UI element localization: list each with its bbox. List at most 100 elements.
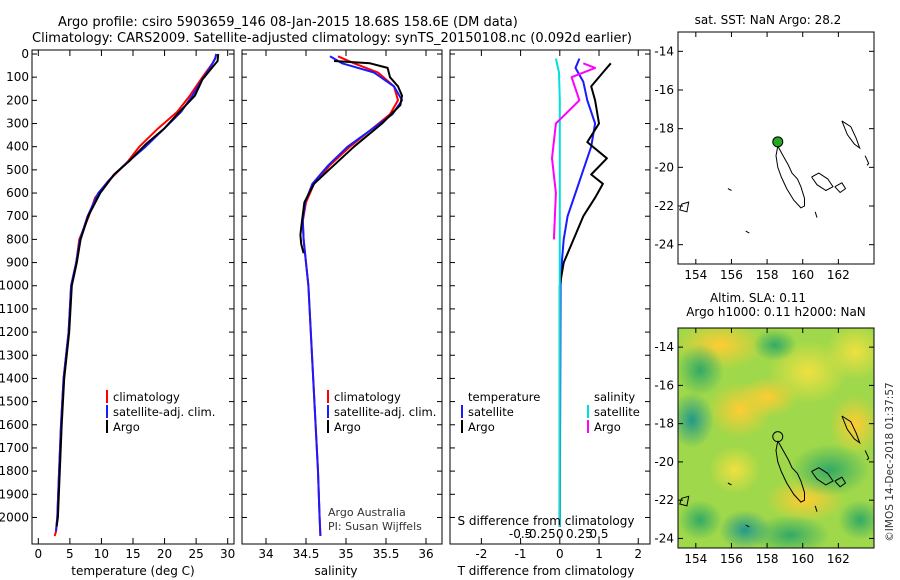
s-diff-tick-label: 0.25 <box>566 527 593 541</box>
y-tick-label: 1600 <box>0 418 29 432</box>
legend-t-satellite: satellite <box>468 405 514 419</box>
sla-map-ticks: 154 156 158 160 162 -14 -16 -18 -20 -22 -24 <box>654 328 874 566</box>
y-tick-label: 500 <box>6 163 29 177</box>
series-line-argo <box>299 60 403 254</box>
sst-map-frame <box>677 31 875 265</box>
argo-position-marker <box>772 136 784 148</box>
sst-map-title: sat. SST: NaN Argo: 28.2 <box>695 13 842 27</box>
y-tick-label: 1400 <box>0 371 29 385</box>
temperature-lines <box>53 53 220 537</box>
s-diff-tick-label: -0.25 <box>525 527 556 541</box>
temperature-axes-frame <box>31 49 235 545</box>
salinity-ticks: 34 34.5 35 35.5 36 <box>242 50 442 561</box>
coastline-segment <box>864 450 870 461</box>
y-tick-label: 800 <box>6 232 29 246</box>
difference-lines <box>551 58 612 527</box>
x-tick-label: 30 <box>220 547 235 561</box>
y-tick-label: 1500 <box>0 395 29 409</box>
attribution-line1: Argo Australia <box>328 506 406 519</box>
sst-map-panel: sat. SST: NaN Argo: 28.2 154 156 158 160 162… <box>654 13 875 282</box>
legend-argo: Argo <box>113 420 140 434</box>
coastline-segment <box>811 172 834 192</box>
sla-blob <box>738 377 798 417</box>
salinity-lines <box>299 55 403 537</box>
x-tick-label: 1 <box>595 547 603 561</box>
imos-credit: ©IMOS 14-Dec-2018 01:37:57 <box>884 382 896 541</box>
x-tick-label: 34.5 <box>293 547 320 561</box>
legend-salinity-head: salinity <box>594 390 635 404</box>
map-x-tick-label: 158 <box>756 552 779 566</box>
legend-t-argo: Argo <box>468 420 495 434</box>
y-tick-label: 600 <box>6 186 29 200</box>
y-tick-label: 0 <box>21 47 29 61</box>
y-tick-label: 2000 <box>0 510 29 524</box>
coastline-segment <box>864 155 870 166</box>
sla-map-frame <box>677 327 875 549</box>
temperature-ticks: 0 5 10 15 20 25 300100200300400500600700800900… <box>0 47 235 561</box>
map-y-tick-label: -16 <box>654 378 674 392</box>
coastline-segment <box>679 201 690 213</box>
sla-blob <box>678 500 722 540</box>
legend-climatology: climatology <box>113 390 180 404</box>
coastline-segment <box>679 495 690 507</box>
y-tick-label: 1900 <box>0 487 29 501</box>
difference-xlabel: T difference from climatology <box>457 564 635 578</box>
sla-blob <box>678 344 724 396</box>
legend-temperature-head: temperature <box>468 390 540 404</box>
y-tick-label: 1300 <box>0 348 29 362</box>
map-x-tick-label: 160 <box>791 268 814 282</box>
legend-s-satellite: satellite <box>594 405 640 419</box>
sst-map-coastline <box>679 120 870 234</box>
y-tick-label: 100 <box>6 70 29 84</box>
sla-map-title-line2: Argo h1000: 0.11 h2000: NaN <box>686 305 866 319</box>
s-diff-tick-label: 0.5 <box>589 527 608 541</box>
legend-s-argo: Argo <box>594 420 621 434</box>
map-y-tick-label: -24 <box>654 238 674 252</box>
x-tick-label: 36 <box>418 547 433 561</box>
s-difference-label: S difference from climatology <box>458 514 635 528</box>
map-x-tick-label: 156 <box>720 552 743 566</box>
coastline-segment <box>745 524 750 528</box>
difference-legend: temperature satellite Argo salinity sate… <box>461 390 640 434</box>
difference-axes-frame <box>449 49 651 545</box>
difference-ticks: -2 -1 0 1 2 -0.5-0.25 0 0.250.5 <box>450 50 650 561</box>
map-y-tick-label: -14 <box>654 340 674 354</box>
map-y-tick-label: -16 <box>654 83 674 97</box>
x-tick-label: 35 <box>338 547 353 561</box>
salinity-panel: 34 34.5 35 35.5 36 salinity climatology sate… <box>241 49 443 578</box>
map-y-tick-label: -24 <box>654 531 674 545</box>
map-x-tick-label: 160 <box>791 552 814 566</box>
map-x-tick-label: 162 <box>827 552 850 566</box>
sla-blob <box>709 446 761 494</box>
x-tick-label: -2 <box>475 547 487 561</box>
x-tick-label: 2 <box>634 547 642 561</box>
series-line-argo <box>55 53 220 527</box>
map-x-tick-label: 154 <box>684 268 707 282</box>
series-line-s-satellite <box>554 58 561 527</box>
map-y-tick-label: -18 <box>654 417 674 431</box>
y-tick-label: 1800 <box>0 464 29 478</box>
x-tick-label: 15 <box>125 547 140 561</box>
x-tick-label: 34 <box>258 547 273 561</box>
figure-title-line1: Argo profile: csiro 5903659_146 08-Jan-2… <box>58 15 518 30</box>
salinity-legend: climatology satellite-adj. clim. Argo <box>327 390 436 434</box>
sla-blob <box>838 500 874 540</box>
coastline-segment <box>841 415 861 445</box>
argo-position-marker <box>772 431 784 443</box>
sla-blob <box>753 329 797 361</box>
coastline-segment <box>727 188 732 191</box>
y-tick-label: 300 <box>6 117 29 131</box>
sst-map-ticks: 154 156 158 160 162 -14 -16 -18 -20 -22 -24 <box>654 32 874 282</box>
difference-panel: -2 -1 0 1 2 -0.5-0.25 0 0.250.5 T difference fr… <box>449 49 651 578</box>
salinity-xlabel: salinity <box>314 564 357 578</box>
coastline-segment <box>775 440 805 503</box>
sla-map-marker <box>772 431 784 443</box>
x-tick-label: 35.5 <box>373 547 400 561</box>
coastline-segment <box>834 476 847 488</box>
legend-argo: Argo <box>334 420 361 434</box>
map-y-tick-label: -20 <box>654 160 674 174</box>
sst-map-marker <box>772 136 784 148</box>
map-x-tick-label: 156 <box>720 268 743 282</box>
coastline-segment <box>834 182 847 194</box>
